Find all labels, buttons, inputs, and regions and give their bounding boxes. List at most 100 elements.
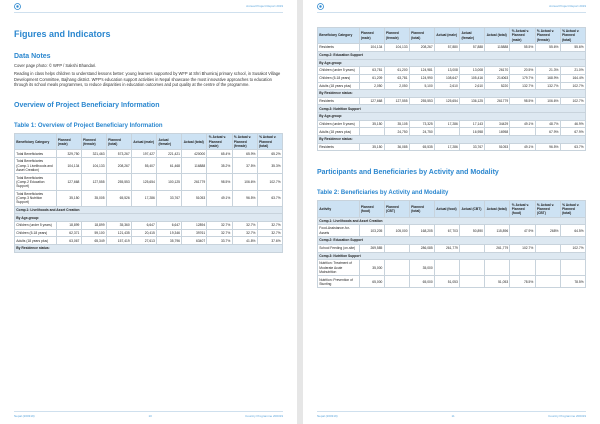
cell: 102.7% — [559, 96, 587, 106]
cell: 41.8% — [231, 236, 258, 246]
column-header: % Actual v. Planned (total) — [559, 26, 587, 45]
cell: 35,150 — [358, 119, 385, 129]
cell — [559, 259, 587, 277]
cell: 51,053 — [433, 275, 461, 289]
cell: 49.1% — [509, 142, 536, 152]
cell: 35,360 — [105, 221, 133, 230]
section-row: Comp.1: Livelihoods and Asset Creation — [14, 205, 283, 215]
section-label: By Age-group: — [14, 213, 283, 223]
cell: 55,407 — [130, 157, 158, 175]
cell: 268% — [534, 224, 561, 238]
data-row: Adults (18 years plus) 24,750 24,750 16,958… — [317, 127, 587, 137]
cell: 51,053 — [484, 275, 511, 289]
row-label: Adults (18 years plus) — [317, 81, 360, 91]
cell: 18,899 — [55, 221, 82, 230]
section-row: By Age-group: — [317, 112, 586, 121]
cell: 127,555 — [383, 96, 410, 106]
column-header: Planned (female) — [383, 26, 410, 45]
cell — [534, 275, 561, 289]
cell: 73,325 — [408, 119, 436, 129]
cell — [383, 259, 410, 277]
section-label: Comp.2: Education Support — [317, 50, 586, 60]
cell: 67.9% — [559, 127, 587, 137]
cell: 55.6% — [534, 43, 561, 52]
column-header: Actual (total) — [484, 200, 511, 218]
cell: 13,008 — [459, 66, 486, 75]
header-row: Beneficiary Category Planned (male) Planne… — [14, 133, 284, 151]
cell: 321,463 — [80, 149, 107, 159]
cell: 35,105 — [383, 119, 410, 129]
cell: 2,050 — [383, 81, 410, 91]
row-label: Children (under 5 years) — [317, 66, 360, 75]
cell — [433, 259, 461, 277]
cell: 164.4% — [559, 73, 587, 83]
cell: 51053 — [484, 142, 511, 152]
cell: 124,990 — [408, 73, 436, 83]
section-label: By Age-group: — [317, 112, 586, 121]
cell: 65,000 — [408, 275, 436, 289]
cell: 5,100 — [408, 81, 436, 91]
row-label: Residents — [317, 142, 360, 152]
page-header: Annual Project Report 2019 — [317, 0, 586, 13]
column-header: % Actual v. Planned (male) — [206, 133, 233, 151]
section-row: By Residence status: — [317, 89, 586, 98]
cell: 102.7% — [559, 243, 587, 253]
page-number: 11 — [451, 414, 455, 418]
cell: 179.7% — [509, 73, 536, 83]
row-label: Total Beneficiaries (Comp.1 Livelihoods … — [14, 157, 57, 175]
column-header: % Actual v. Planned (total) — [559, 200, 587, 218]
row-label: Nutrition: Prevention of Stunting — [317, 275, 360, 289]
column-header: Planned (male) — [358, 26, 385, 45]
page-header: Annual Project Report 2019 — [14, 0, 283, 13]
column-header: Actual (female) — [156, 133, 183, 151]
cell: 116888 — [181, 157, 208, 175]
cell: 17,286 — [130, 189, 158, 207]
cell — [509, 259, 536, 277]
cell: 17,286 — [433, 142, 461, 152]
cell: 106.6% — [231, 173, 258, 191]
cell — [358, 127, 385, 137]
cell: 6,647 — [130, 221, 158, 230]
cell — [383, 275, 410, 289]
cell: 208,267 — [408, 43, 436, 52]
data-row: Residents 104,134 104,133 208,267 57,880 57,8… — [317, 43, 587, 52]
cell: 35,000 — [408, 259, 436, 277]
column-header: Planned (male) — [55, 133, 82, 151]
data-row: Children (5-18 years) 62,371 59,100 121,435… — [14, 228, 284, 238]
cell — [433, 127, 461, 137]
cell — [509, 127, 536, 137]
column-header: Planned (CBT) — [383, 200, 410, 218]
header-text: Annual Project Report 2019 — [549, 4, 586, 8]
cell: 132.7% — [509, 81, 536, 91]
column-header: % Actual v. Planned (female) — [534, 26, 561, 45]
cell: 108,647 — [433, 73, 461, 83]
cell: 16,958 — [459, 127, 486, 137]
data-row: Nutrition: Treatment of Moderate Acute M… — [317, 259, 587, 277]
activity-table: Activity Planned (food) Planned (CBT) Plann… — [317, 200, 587, 289]
column-header: Activity — [317, 200, 360, 218]
table-title: Table 2: Beneficiaries by Activity and M… — [317, 190, 449, 197]
cell: 127,555 — [80, 173, 107, 191]
cell: 573,267 — [105, 149, 133, 159]
beneficiary-table: Beneficiary Category Planned (male) Planne… — [14, 133, 284, 253]
cell: 35,150 — [358, 142, 385, 152]
cell: 26170 — [484, 66, 511, 75]
cell: 17,143 — [459, 119, 486, 129]
cell: 197,427 — [130, 149, 158, 159]
cell: 102.7% — [256, 173, 284, 191]
column-header: Planned (food) — [358, 200, 385, 218]
column-header: Actual (total) — [484, 26, 511, 45]
cell: 2,610 — [433, 81, 461, 91]
cell — [484, 259, 511, 277]
cell: 104,134 — [55, 157, 82, 175]
cell: 63407 — [181, 236, 208, 246]
cell: 65,526 — [105, 189, 133, 207]
cell: 96.5% — [231, 189, 258, 207]
data-row: Total Beneficiaries (Comp.1 Livelihoods … — [14, 157, 284, 175]
column-header: Actual (male) — [433, 26, 461, 45]
cell: 115888 — [484, 43, 511, 52]
cell: 33.7% — [206, 236, 233, 246]
data-row: Children (under 5 years) 35,150 35,105 73,3… — [317, 119, 587, 129]
cell: 50,890 — [459, 224, 486, 238]
cell: 65.4% — [206, 149, 233, 159]
